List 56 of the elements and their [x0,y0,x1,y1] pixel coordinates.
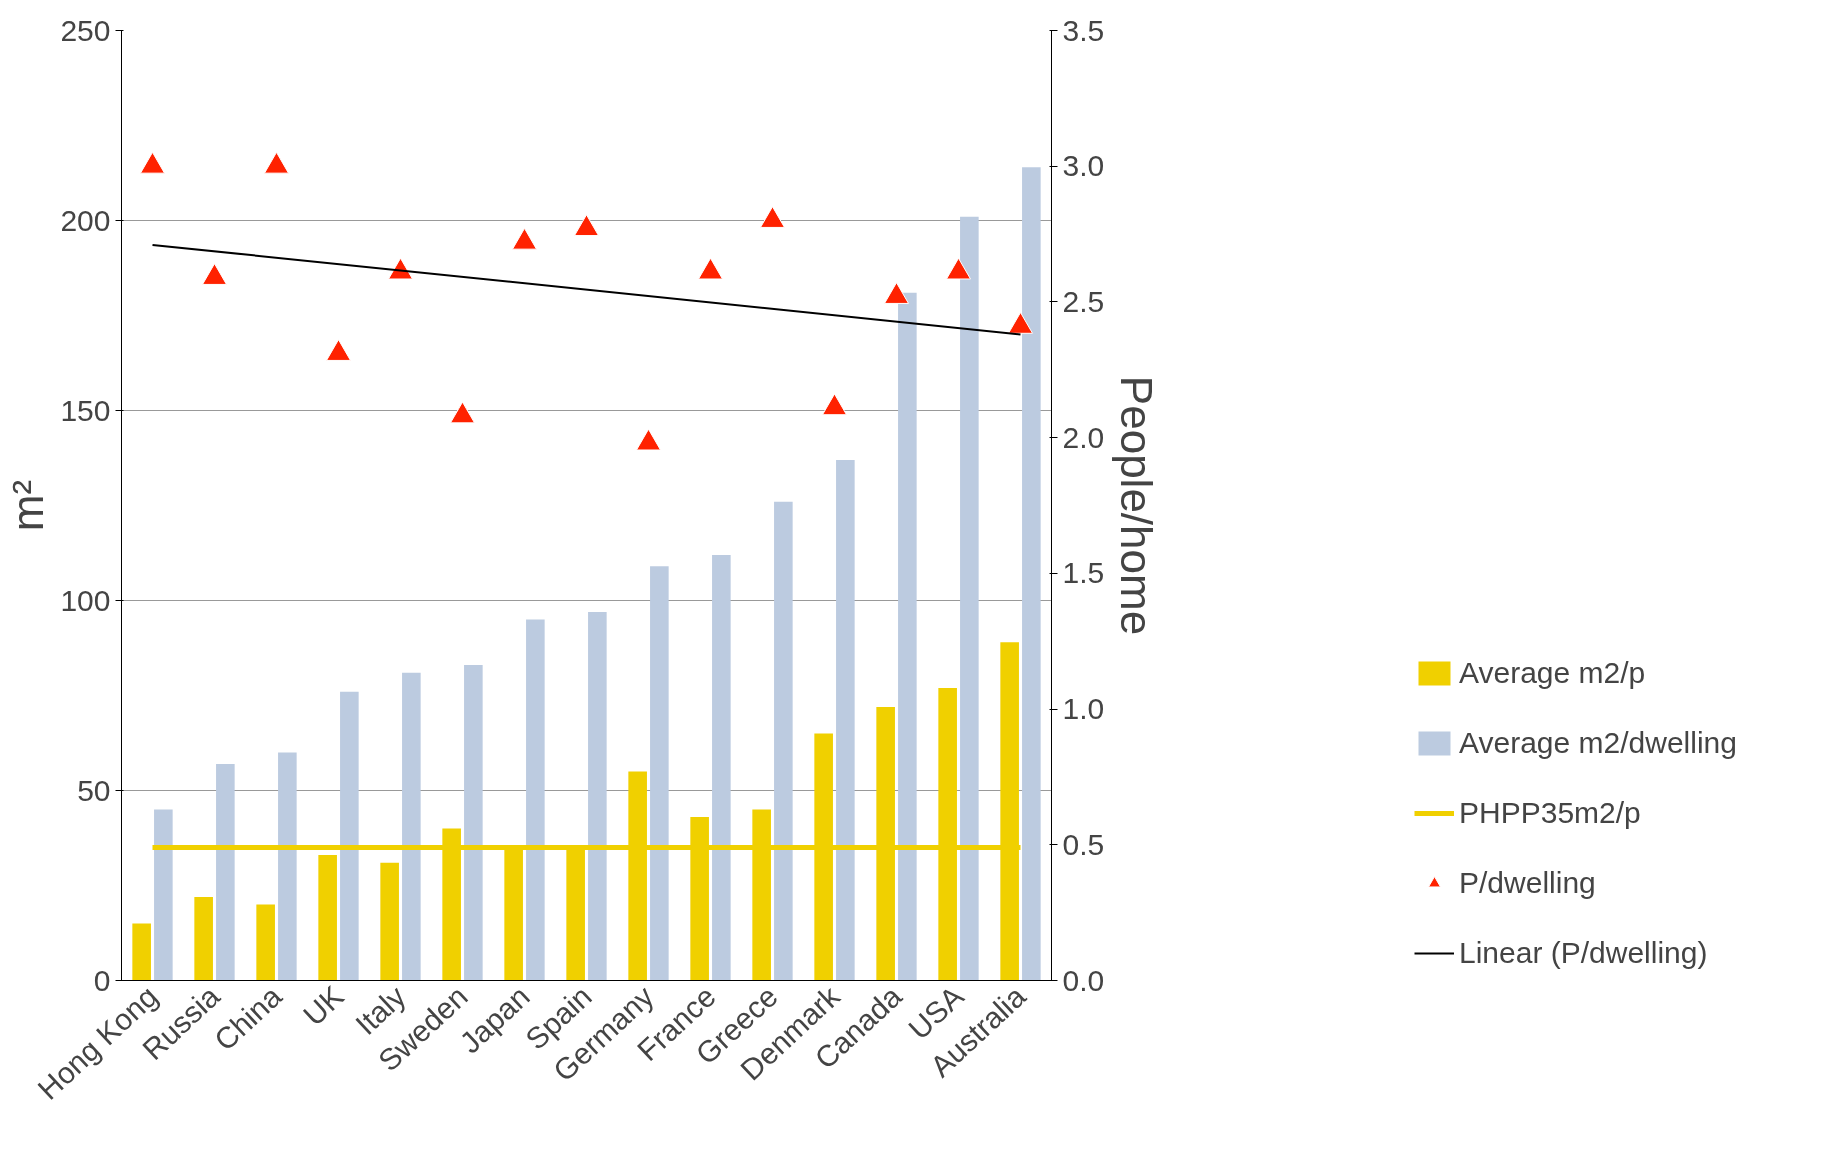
bar [278,752,297,981]
y2-tick-label: 2.0 [1062,420,1105,454]
bar [588,611,607,981]
legend-label: P/dwelling [1459,866,1596,900]
y2-tick-label: 0.5 [1062,827,1105,861]
bar [464,665,483,981]
point [326,339,351,361]
bar [318,855,337,981]
bar [650,566,669,981]
bar [340,691,359,981]
bar [216,763,235,981]
point [450,401,475,424]
y-tick-label: 150 [60,393,111,427]
bar [256,904,275,981]
y-tick-label: 50 [77,773,111,807]
bar [380,862,399,981]
y2-tick-label: 3.0 [1062,149,1105,183]
bar [712,554,731,981]
point [822,393,847,416]
point [574,214,599,237]
x-tick-label: UK [296,979,350,1032]
bar [194,896,213,981]
legend-label: Linear (P/dwelling) [1459,936,1708,970]
point [946,257,971,280]
point [264,151,289,174]
bar [836,459,855,981]
point [884,282,909,304]
bar [1022,167,1041,981]
y-tick-label: 200 [60,203,111,237]
y-tick-label: 0 [93,963,111,997]
legend-label: Average m2/p [1459,656,1646,690]
point [1008,312,1033,334]
point [760,206,785,228]
bar [774,501,793,981]
bar [132,923,151,981]
y-tick-label: 250 [60,13,111,47]
y2-tick-label: 1.5 [1062,556,1105,590]
point [140,151,165,174]
y-tick-label: 100 [60,583,111,617]
y2-tick-label: 2.5 [1062,284,1105,318]
bar [154,809,173,981]
point [636,428,661,451]
point [698,257,723,280]
legend-label: Average m2/dwelling [1459,726,1737,760]
y2-tick-label: 0.0 [1062,963,1105,997]
y2-axis-title: People/home [1112,375,1162,636]
bar [960,216,979,981]
bar [402,672,421,981]
point [512,227,537,250]
y-axis-title: m² [3,479,53,532]
y2-tick-label: 3.5 [1062,13,1105,47]
legend-label: PHPP35m2/p [1459,796,1641,830]
bar [898,292,917,981]
y2-tick-label: 1.0 [1062,692,1105,726]
bar [526,619,545,981]
point [202,263,227,285]
